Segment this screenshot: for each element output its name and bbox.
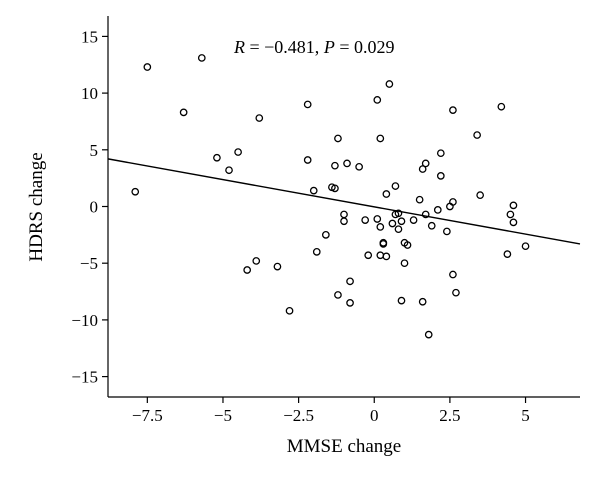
data-point: [331, 161, 339, 170]
data-point: [397, 296, 406, 305]
data-point: [382, 252, 391, 261]
data-point: [303, 100, 312, 109]
data-point: [334, 291, 342, 299]
data-point: [179, 108, 188, 117]
regression-line: [107, 158, 581, 245]
x-tick-label: −2.5: [283, 406, 314, 425]
data-point: [391, 182, 400, 190]
p-value: = 0.029: [335, 37, 395, 57]
data-point: [394, 225, 403, 234]
data-point: [331, 184, 339, 193]
data-point: [303, 156, 312, 164]
r-value: = −0.481,: [245, 37, 324, 57]
data-point: [379, 238, 388, 247]
data-point: [509, 218, 518, 227]
data-point: [427, 221, 436, 230]
data-point: [373, 215, 382, 223]
data-point: [213, 153, 221, 162]
x-tick-label: 5: [521, 406, 530, 425]
data-point: [285, 306, 294, 315]
y-tick-label: 10: [81, 84, 98, 103]
data-point: [234, 148, 242, 156]
data-point: [273, 262, 282, 271]
plot-area: [107, 54, 581, 339]
data-point: [373, 96, 382, 104]
y-tick-label: 0: [90, 198, 99, 217]
data-point: [400, 259, 409, 268]
r-symbol: R: [233, 37, 245, 57]
data-point: [355, 162, 363, 171]
data-point: [388, 219, 397, 228]
data-point: [225, 166, 233, 175]
correlation-annotation: R = −0.481, P = 0.029: [233, 37, 394, 57]
y-tick-label: 15: [81, 27, 98, 46]
data-point: [403, 241, 412, 249]
data-point: [376, 223, 385, 231]
data-point: [497, 102, 506, 111]
data-point: [243, 266, 252, 274]
data-point: [409, 216, 418, 224]
y-tick-label: 5: [90, 141, 99, 160]
data-point: [143, 63, 152, 71]
data-point: [436, 149, 445, 158]
data-point: [506, 210, 515, 219]
data-point: [252, 257, 261, 265]
data-point: [421, 210, 430, 219]
data-point: [424, 330, 433, 339]
data-point: [473, 131, 481, 139]
data-point: [376, 251, 385, 260]
data-point: [449, 198, 457, 206]
data-point: [321, 230, 330, 239]
data-point: [346, 277, 354, 286]
data-point: [131, 187, 140, 196]
data-point: [418, 165, 427, 173]
data-point: [421, 159, 430, 168]
p-symbol: P: [323, 37, 335, 57]
data-point: [449, 106, 457, 114]
y-axis-ticks: −15 −10 −5 0 5 10 15: [71, 27, 108, 387]
data-point: [255, 114, 264, 122]
data-point: [397, 217, 406, 226]
x-axis-ticks: −7.5 −5 −2.5 0 2.5 5: [132, 397, 530, 425]
data-point: [385, 80, 394, 88]
data-point: [340, 210, 348, 219]
data-point: [521, 242, 530, 251]
data-point: [346, 299, 354, 307]
x-tick-label: 0: [370, 406, 379, 425]
data-point: [433, 206, 442, 214]
data-point: [312, 248, 321, 256]
x-axis-label: MMSE change: [287, 436, 402, 457]
data-point: [340, 217, 348, 226]
data-point: [443, 227, 451, 236]
data-point: [309, 186, 318, 195]
data-point: [449, 270, 457, 279]
data-point: [364, 251, 373, 260]
data-point: [503, 250, 512, 258]
data-point: [415, 195, 424, 204]
data-point: [197, 54, 206, 62]
y-tick-label: −5: [80, 254, 98, 273]
data-point: [452, 288, 460, 297]
x-tick-label: −5: [214, 406, 232, 425]
data-point: [382, 190, 391, 198]
y-tick-label: −15: [71, 368, 98, 387]
y-tick-label: −10: [71, 311, 98, 330]
x-tick-label: 2.5: [439, 406, 460, 425]
data-point: [361, 216, 370, 224]
data-point: [334, 134, 342, 143]
data-point: [418, 297, 427, 306]
y-axis-label: HDRS change: [26, 152, 47, 261]
data-point: [376, 134, 385, 143]
data-point: [476, 191, 485, 200]
data-point: [343, 159, 351, 168]
data-point: [394, 209, 403, 218]
x-tick-label: −7.5: [132, 406, 163, 425]
data-point: [509, 201, 518, 210]
data-point: [436, 172, 445, 180]
